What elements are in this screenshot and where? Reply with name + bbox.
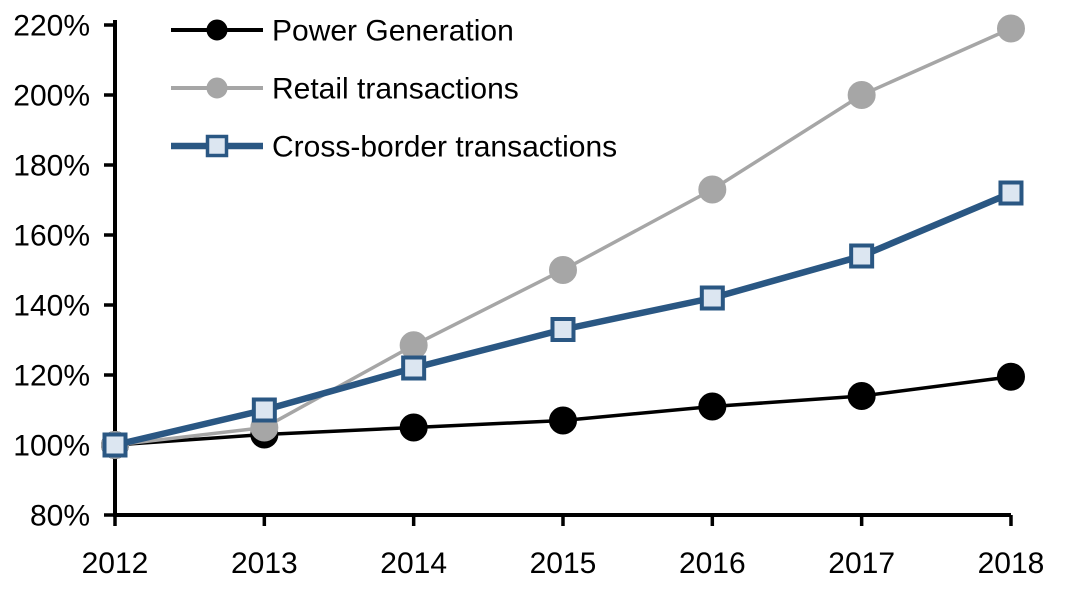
legend-item-cross-border-transactions: Cross-border transactions <box>171 131 617 164</box>
y-axis-tick-label: 100% <box>13 430 90 463</box>
data-point-power-generation <box>996 362 1025 391</box>
legend-item-power-generation: Power Generation <box>171 15 514 48</box>
y-axis-tick-label: 180% <box>13 150 90 183</box>
x-axis-tick-label: 2017 <box>828 547 895 580</box>
data-point-cross-border-transactions <box>401 355 427 381</box>
y-axis-tick-label: 80% <box>30 500 90 533</box>
x-axis-tick-label: 2015 <box>530 547 597 580</box>
x-axis-tick-label: 2016 <box>679 547 746 580</box>
data-point-retail-transactions <box>548 256 577 284</box>
data-point-retail-transactions <box>996 14 1025 43</box>
data-point-power-generation <box>698 392 727 421</box>
legend-label-cross-border-transactions: Cross-border transactions <box>272 131 617 164</box>
y-axis-tick-label: 220% <box>13 10 90 43</box>
legend-label-power-generation: Power Generation <box>272 15 514 48</box>
data-point-cross-border-transactions <box>699 285 725 311</box>
legend-marker-square-icon <box>205 134 229 158</box>
y-axis-tick-label: 120% <box>13 360 90 393</box>
legend-marker-circle-icon <box>206 77 228 99</box>
legend-item-retail-transactions: Retail transactions <box>171 73 519 106</box>
x-axis-tick-label: 2012 <box>82 547 149 580</box>
data-point-cross-border-transactions <box>998 180 1024 206</box>
series-cross-border-transactions <box>102 180 1024 458</box>
data-point-cross-border-transactions <box>849 243 875 269</box>
data-point-power-generation <box>847 382 876 410</box>
data-point-cross-border-transactions <box>251 397 277 423</box>
data-point-cross-border-transactions <box>550 317 576 342</box>
data-point-power-generation <box>399 413 428 442</box>
data-point-retail-transactions <box>399 331 428 360</box>
data-point-retail-transactions <box>847 81 876 109</box>
legend: Power Generation Retail transactions Cross… <box>171 15 617 164</box>
y-axis-tick-label: 140% <box>13 290 90 323</box>
x-axis-tick-label: 2018 <box>978 547 1045 580</box>
data-point-cross-border-transactions <box>102 432 128 458</box>
y-axis-tick-label: 200% <box>13 80 90 113</box>
legend-marker-circle-icon <box>206 19 228 41</box>
y-axis-tick-label: 160% <box>13 220 90 253</box>
legend-label-retail-transactions: Retail transactions <box>272 73 519 106</box>
data-point-power-generation <box>548 406 577 435</box>
data-point-retail-transactions <box>698 175 727 204</box>
x-axis-tick-label: 2014 <box>380 547 447 580</box>
x-axis-tick-label: 2013 <box>231 547 298 580</box>
